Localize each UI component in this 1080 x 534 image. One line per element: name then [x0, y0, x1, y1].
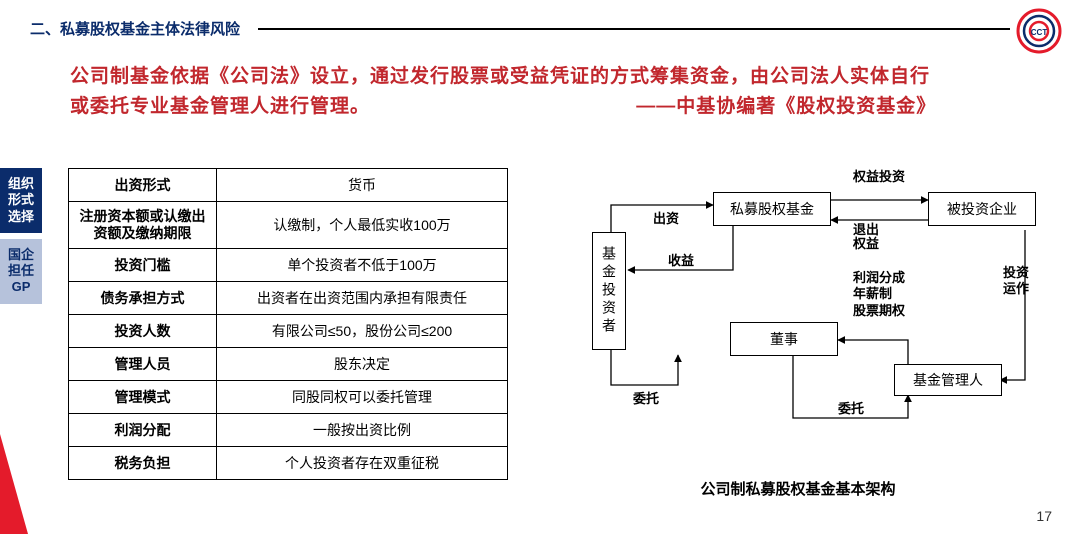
side-tabs: 组织形式选择 国企担任GP: [0, 168, 42, 304]
page-number: 17: [1036, 508, 1052, 524]
tab-soe-gp[interactable]: 国企担任GP: [0, 239, 42, 304]
intro-text: 公司制基金依据《公司法》设立，通过发行股票或受益凭证的方式筹集资金，由公司法人实…: [70, 62, 1020, 123]
table-row: 债务承担方式出资者在出资范围内承担有限责任: [69, 281, 508, 314]
intro-source: ——中基协编著《股权投资基金》: [636, 92, 936, 122]
label-profit: 利润分成 年薪制 股票期权: [853, 270, 905, 319]
node-fund: 私募股权基金: [713, 192, 831, 226]
attributes-table: 出资形式货币 注册资本额或认缴出资额及缴纳期限认缴制，个人最低实收100万 投资…: [68, 168, 508, 480]
header-title: 二、私募股权基金主体法律风险: [30, 18, 258, 39]
svg-text:CCT: CCT: [1031, 28, 1048, 37]
node-director: 董事: [730, 322, 838, 356]
corner-accent: [0, 434, 28, 534]
structure-diagram: 基金投资者 私募股权基金 被投资企业 董事 基金管理人 出资 收益 权益投资 退…: [548, 170, 1048, 500]
node-investor: 基金投资者: [592, 232, 626, 350]
table-row: 注册资本额或认缴出资额及缴纳期限认缴制，个人最低实收100万: [69, 202, 508, 249]
table-row: 管理人员股东决定: [69, 347, 508, 380]
intro-line1: 公司制基金依据《公司法》设立，通过发行股票或受益凭证的方式筹集资金，由公司法人实…: [70, 62, 1020, 92]
label-equity-out: 退出权益: [853, 223, 879, 252]
label-entrust2: 委托: [838, 398, 864, 417]
table-row: 出资形式货币: [69, 169, 508, 202]
label-entrust1: 委托: [633, 388, 659, 407]
label-return: 收益: [668, 250, 694, 269]
header-rule: [258, 28, 1010, 30]
label-equity-in: 权益投资: [853, 170, 905, 184]
logo-cct: CCT: [1016, 8, 1062, 59]
intro-line2: 或委托专业基金管理人进行管理。 ——中基协编著《股权投资基金》: [70, 92, 1020, 122]
table-row: 管理模式同股同权可以委托管理: [69, 380, 508, 413]
label-invest: 出资: [653, 208, 679, 227]
table-row: 投资人数有限公司≤50，股份公司≤200: [69, 314, 508, 347]
table-row: 税务负担个人投资者存在双重征税: [69, 446, 508, 479]
label-operate: 投资运作: [1003, 265, 1029, 296]
tab-org-form[interactable]: 组织形式选择: [0, 168, 42, 233]
header: 二、私募股权基金主体法律风险: [30, 18, 1010, 39]
table-row: 利润分配一般按出资比例: [69, 413, 508, 446]
diagram-caption: 公司制私募股权基金基本架构: [548, 478, 1048, 499]
table-row: 投资门槛单个投资者不低于100万: [69, 248, 508, 281]
node-target: 被投资企业: [928, 192, 1036, 226]
node-manager: 基金管理人: [894, 364, 1002, 396]
